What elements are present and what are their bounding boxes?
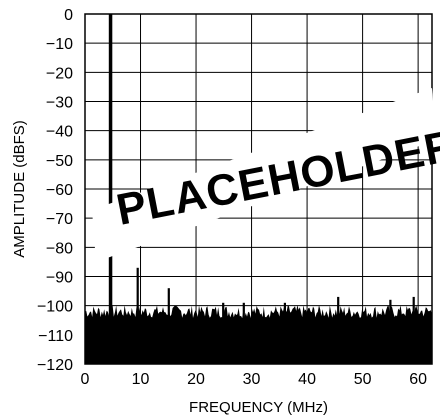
y-axis-label: AMPLITUDE (dBFS) <box>11 120 28 258</box>
spur-line <box>412 296 415 364</box>
y-tick-label: −30 <box>46 95 73 112</box>
y-tick-label: −40 <box>46 124 73 141</box>
y-tick-label: −90 <box>46 270 73 287</box>
y-tick-label: −50 <box>46 153 73 170</box>
y-tick-label: −80 <box>46 240 73 257</box>
x-tick-label: 20 <box>187 371 205 388</box>
x-tick-label: 40 <box>298 371 316 388</box>
y-tick-label: −100 <box>37 299 73 316</box>
y-tick-label: −110 <box>38 328 73 345</box>
y-tick-label: −60 <box>46 182 73 199</box>
spur-line <box>222 302 225 365</box>
spur-line <box>337 296 340 364</box>
x-tick-labels: 0 10 20 30 40 50 60 <box>81 371 428 388</box>
y-tick-label: −20 <box>46 65 73 82</box>
placeholder-stamp: PLACEHOLDER <box>92 88 440 262</box>
spur-line <box>389 299 392 364</box>
spur-line <box>242 302 245 365</box>
x-tick-label: 50 <box>354 371 372 388</box>
y-tick-label: −120 <box>37 357 73 374</box>
fundamental-spur <box>108 14 113 364</box>
x-tick-label: 30 <box>243 371 261 388</box>
x-tick-label: 60 <box>409 371 427 388</box>
x-tick-label: 0 <box>81 371 90 388</box>
spur-line <box>136 267 139 365</box>
y-tick-labels: 0 −10 −20 −30 −40 −50 −60 −70 −80 −90 −100 −110 −120 <box>37 7 73 374</box>
y-tick-label: −70 <box>46 211 73 228</box>
y-tick-label: −10 <box>46 36 73 53</box>
noise-floor <box>85 305 432 364</box>
spur-line <box>283 302 286 365</box>
y-tick-label: 0 <box>64 7 73 24</box>
x-axis-label: FREQUENCY (MHz) <box>189 399 328 416</box>
spur-line <box>167 288 170 364</box>
plot-frame <box>84 13 433 365</box>
spectrum-trace <box>85 14 432 365</box>
x-tick-label: 10 <box>132 371 150 388</box>
